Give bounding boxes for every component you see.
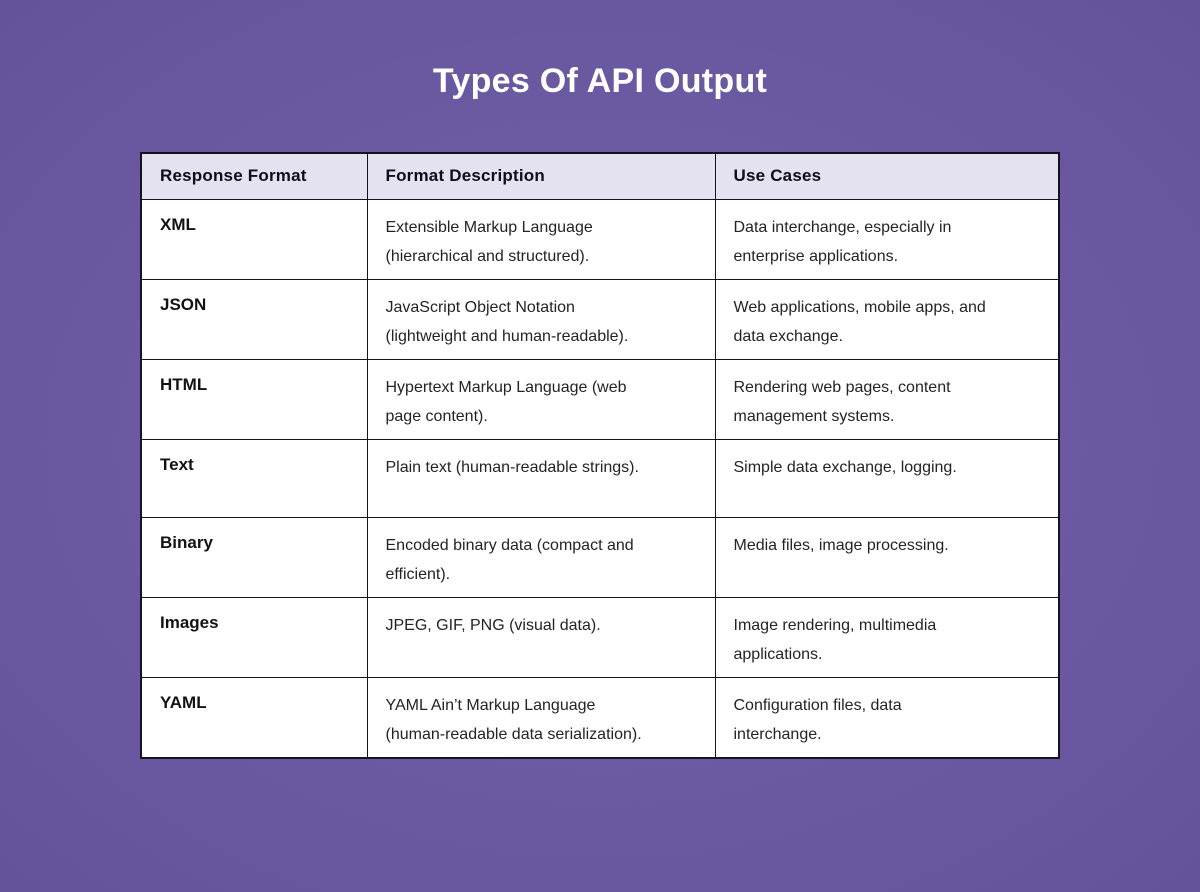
cell-use-cases: Simple data exchange, logging. — [714, 438, 1060, 518]
cell-text: Data interchange, especially in enterpri… — [733, 218, 952, 265]
cell-use-cases: Image rendering, multimedia applications… — [714, 596, 1060, 678]
cell-text: Hypertext Markup Language (web page cont… — [385, 378, 627, 425]
column-header-use-cases: Use Cases — [714, 152, 1060, 200]
cell-use-cases: Web applications, mobile apps, and data … — [714, 278, 1060, 360]
cell-text: XML — [160, 214, 196, 234]
cell-text: Text — [160, 454, 194, 474]
cell-text: YAML — [160, 692, 207, 712]
cell-use-cases: Media files, image processing. — [714, 516, 1060, 598]
cell-text: YAML Ain’t Markup Language (human-readab… — [385, 696, 642, 743]
table-row: Binary Encoded binary data (compact and … — [140, 516, 1060, 598]
cell-format-description: JavaScript Object Notation (lightweight … — [366, 278, 716, 360]
cell-text: Media files, image processing. — [733, 536, 949, 554]
cell-text: JavaScript Object Notation (lightweight … — [385, 298, 629, 345]
cell-text: Web applications, mobile apps, and data … — [733, 298, 986, 345]
cell-response-format: XML — [140, 198, 368, 280]
table-row: HTML Hypertext Markup Language (web page… — [140, 358, 1060, 440]
table-row: Text Plain text (human-readable strings)… — [140, 438, 1060, 518]
page: { "theme": { "background_purple": "#6B59… — [0, 62, 1200, 892]
table-row: XML Extensible Markup Language (hierarch… — [140, 198, 1060, 280]
cell-format-description: JPEG, GIF, PNG (visual data). — [366, 596, 716, 678]
table-header-row: Response Format Format Description Use C… — [140, 152, 1060, 200]
column-header-format-description: Format Description — [366, 152, 716, 200]
cell-text: Rendering web pages, content management … — [733, 378, 951, 425]
cell-format-description: YAML Ain’t Markup Language (human-readab… — [366, 676, 716, 758]
cell-use-cases: Configuration files, data interchange. — [714, 676, 1060, 758]
cell-text: Image rendering, multimedia applications… — [733, 616, 937, 663]
cell-response-format: YAML — [140, 676, 368, 758]
cell-use-cases: Data interchange, especially in enterpri… — [714, 198, 1060, 280]
api-output-table: Response Format Format Description Use C… — [140, 152, 1060, 759]
cell-format-description: Plain text (human-readable strings). — [366, 438, 716, 518]
table-row: Images JPEG, GIF, PNG (visual data). Ima… — [140, 596, 1060, 678]
cell-text: Encoded binary data (compact and efficie… — [385, 536, 634, 583]
cell-format-description: Extensible Markup Language (hierarchical… — [366, 198, 716, 280]
cell-format-description: Hypertext Markup Language (web page cont… — [366, 358, 716, 440]
cell-format-description: Encoded binary data (compact and efficie… — [366, 516, 716, 598]
cell-text: Simple data exchange, logging. — [733, 458, 957, 476]
cell-text: Configuration files, data interchange. — [733, 696, 902, 743]
cell-text: Extensible Markup Language (hierarchical… — [385, 218, 593, 265]
cell-text: JSON — [160, 294, 207, 314]
cell-response-format: Text — [140, 438, 368, 518]
cell-text: Binary — [160, 532, 213, 552]
cell-text: Plain text (human-readable strings). — [385, 458, 639, 476]
page-title: Types Of API Output — [432, 62, 768, 100]
cell-text: JPEG, GIF, PNG (visual data). — [385, 616, 601, 634]
cell-response-format: Images — [140, 596, 368, 678]
column-header-response-format: Response Format — [140, 152, 368, 200]
table-row: JSON JavaScript Object Notation (lightwe… — [140, 278, 1060, 360]
cell-response-format: HTML — [140, 358, 368, 440]
cell-use-cases: Rendering web pages, content management … — [714, 358, 1060, 440]
cell-text: Images — [160, 612, 219, 632]
cell-text: HTML — [160, 374, 208, 394]
cell-response-format: Binary — [140, 516, 368, 598]
cell-response-format: JSON — [140, 278, 368, 360]
table-row: YAML YAML Ain’t Markup Language (human-r… — [140, 676, 1060, 758]
